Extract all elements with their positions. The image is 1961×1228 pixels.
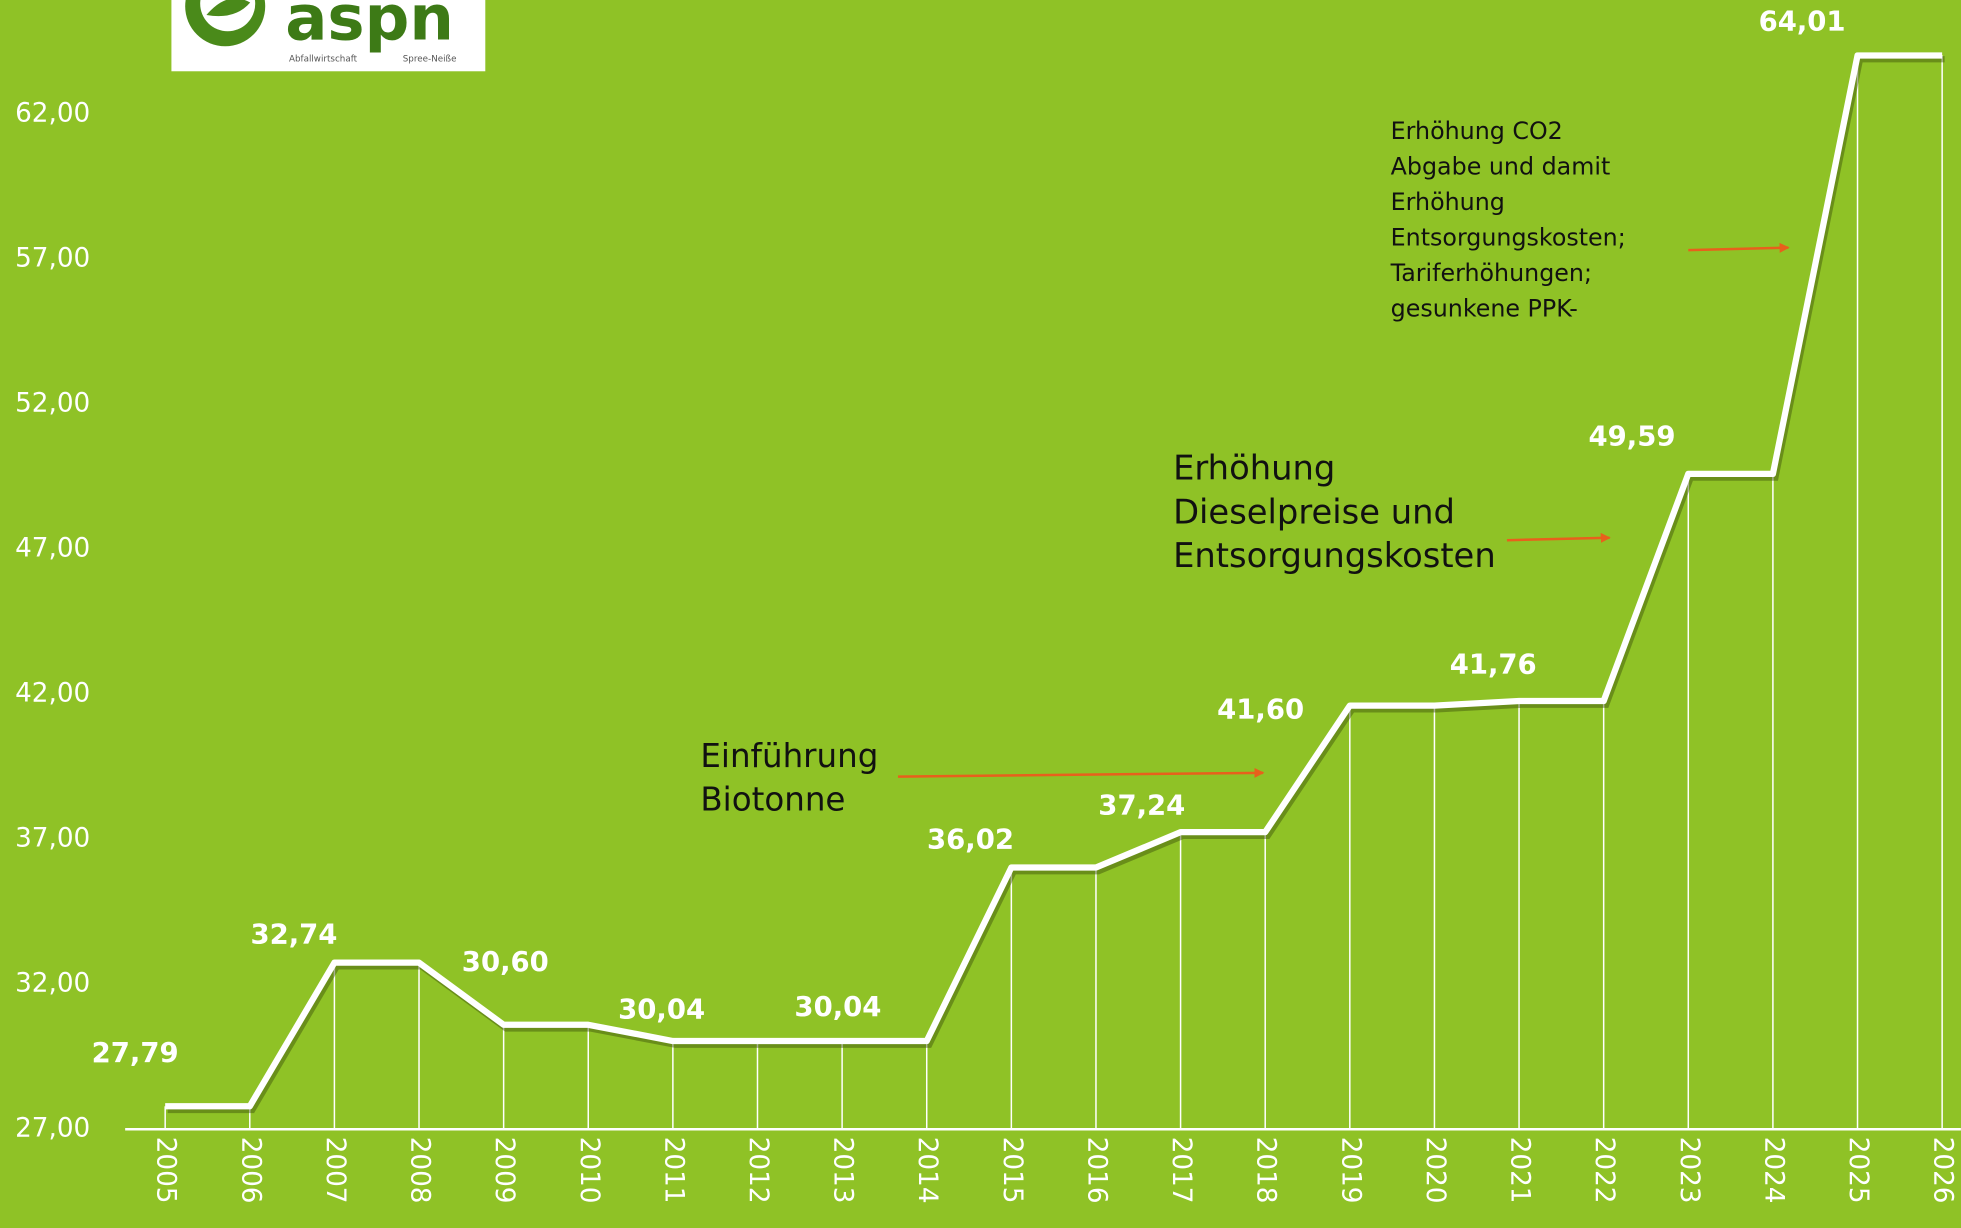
annotation: Biotonne xyxy=(700,781,845,819)
annotation: Einführung xyxy=(700,737,878,775)
annotation: Entsorgungskosten xyxy=(1173,536,1496,575)
annotation: Abgabe und damit xyxy=(1391,153,1611,181)
x-tick-label: 2018 xyxy=(1251,1137,1281,1204)
x-tick-label: 2009 xyxy=(489,1137,519,1204)
y-tick-label: 42,00 xyxy=(15,679,90,709)
x-tick-label: 2019 xyxy=(1335,1137,1365,1204)
data-label: 49,59 xyxy=(1589,421,1676,453)
logo-text: aspn xyxy=(285,0,454,55)
data-label: 30,60 xyxy=(462,946,549,978)
y-tick-label: 37,00 xyxy=(15,824,90,854)
data-label: 37,24 xyxy=(1098,790,1185,822)
annotation: Tariferhöhungen; xyxy=(1390,259,1592,287)
x-tick-label: 2014 xyxy=(912,1137,942,1204)
x-tick-label: 2016 xyxy=(1081,1137,1111,1204)
annotation-arrow xyxy=(1506,532,1611,543)
data-label: 30,04 xyxy=(618,993,705,1025)
x-tick-label: 2020 xyxy=(1420,1137,1450,1204)
y-tick-label: 52,00 xyxy=(15,388,90,418)
x-tick-label: 2021 xyxy=(1505,1137,1535,1204)
x-tick-label: 2024 xyxy=(1758,1137,1788,1204)
x-tick-label: 2026 xyxy=(1928,1137,1958,1204)
data-label: 64,01 xyxy=(1759,6,1846,38)
data-label: 27,79 xyxy=(92,1037,179,1069)
x-tick-label: 2006 xyxy=(235,1137,265,1204)
x-tick-label: 2012 xyxy=(743,1137,773,1204)
logo: aspn Abfallwirtschaft Spree-Neiße xyxy=(171,0,486,72)
x-tick-label: 2010 xyxy=(574,1137,604,1204)
data-label: 41,60 xyxy=(1217,693,1304,725)
annotation-arrow xyxy=(1688,242,1790,253)
logo-leaf xyxy=(206,0,251,17)
x-tick-label: 2011 xyxy=(658,1137,688,1204)
data-label: 32,74 xyxy=(250,918,337,950)
line xyxy=(165,52,1943,1110)
data-label: 41,76 xyxy=(1450,648,1537,680)
y-tick-label: 27,00 xyxy=(15,1114,90,1144)
annotation-arrow xyxy=(897,767,1265,778)
annotation: Erhöhung xyxy=(1391,188,1505,216)
y-tick-label: 32,00 xyxy=(15,969,90,999)
x-tick-label: 2013 xyxy=(828,1137,858,1204)
x-tick-label: 2023 xyxy=(1674,1137,1704,1204)
annotation: Entsorgungskosten; xyxy=(1391,224,1626,252)
data-label: 36,02 xyxy=(927,823,1014,855)
x-tick-label: 2007 xyxy=(320,1137,350,1204)
y-tick-label: 47,00 xyxy=(15,533,90,563)
logo-sub-left: Abfallwirtschaft xyxy=(289,54,358,64)
annotation: gesunkene PPK- xyxy=(1391,295,1578,323)
x-tick-label: 2015 xyxy=(997,1137,1027,1204)
x-tick-label: 2025 xyxy=(1843,1137,1873,1204)
y-tick-label: 62,00 xyxy=(15,98,90,128)
annotation: Dieselpreise und xyxy=(1173,492,1455,531)
x-tick-label: 2022 xyxy=(1589,1137,1619,1204)
x-tick-label: 2005 xyxy=(151,1137,181,1204)
data-label: 30,04 xyxy=(794,991,881,1023)
annotation: Erhöhung CO2 xyxy=(1391,117,1563,145)
annotation: Erhöhung xyxy=(1173,449,1335,488)
y-tick-label: 57,00 xyxy=(15,243,90,273)
x-tick-label: 2017 xyxy=(1166,1137,1196,1204)
x-tick-label: 2008 xyxy=(405,1137,435,1204)
logo-sub-right: Spree-Neiße xyxy=(403,54,457,64)
